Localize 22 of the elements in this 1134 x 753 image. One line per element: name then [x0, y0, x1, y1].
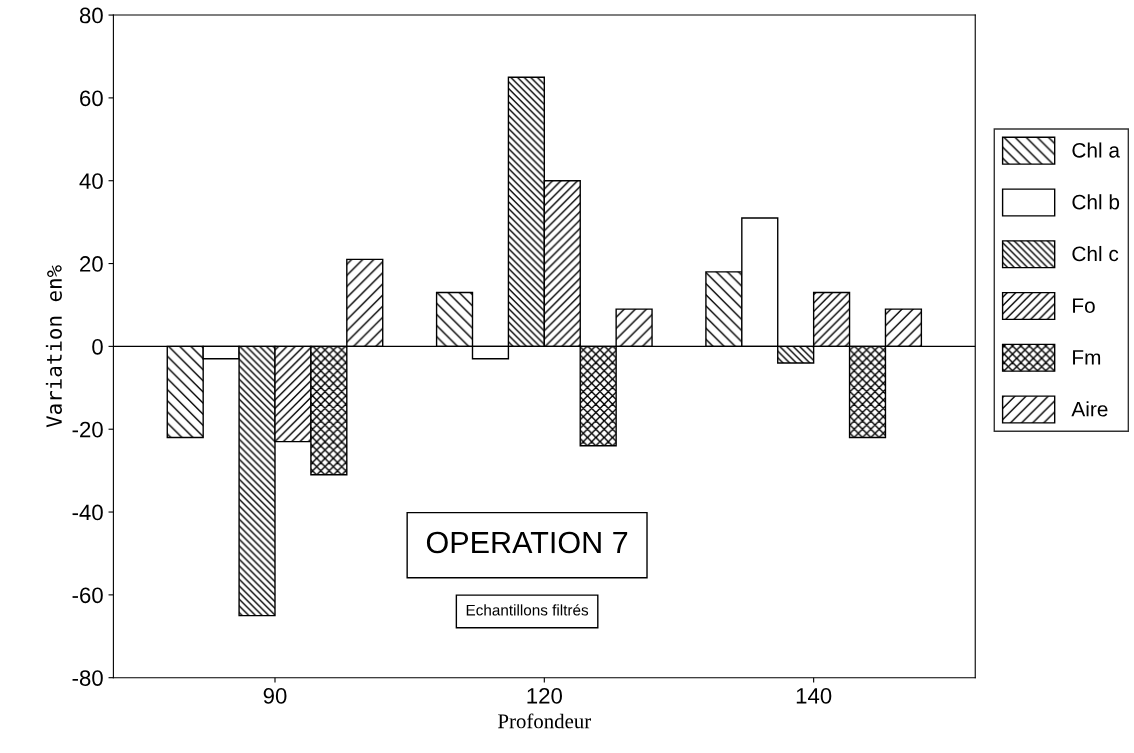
x-axis-title: Profondeur	[498, 713, 591, 729]
y-tick-label: -40	[72, 504, 103, 521]
y-tick-label: 40	[79, 173, 103, 189]
annotation: Echantillons filtrés	[466, 604, 589, 616]
y-tick-label: -60	[72, 587, 103, 604]
legend-label: Chl b	[1072, 194, 1120, 210]
x-tick-label: 120	[527, 688, 562, 704]
y-tick-label: 60	[80, 90, 103, 107]
y-tick-label: -80	[72, 670, 103, 686]
y-tick-label: 20	[80, 256, 103, 272]
y-tick-label: 0	[92, 338, 103, 355]
legend-label: Fm	[1073, 350, 1101, 365]
legend-label: Fo	[1073, 298, 1095, 314]
annotation: OPERATION 7	[426, 531, 628, 554]
y-tick-label: -20	[72, 421, 103, 438]
x-tick-label: 140	[796, 688, 832, 704]
legend-label: Aire	[1071, 401, 1108, 417]
x-tick-label: 90	[263, 688, 287, 704]
y-tick-label: 80	[79, 7, 103, 24]
y-axis-title: Variation en%	[45, 265, 62, 428]
legend-label: Chl a	[1072, 142, 1120, 158]
legend-label: Chl c	[1072, 245, 1119, 262]
